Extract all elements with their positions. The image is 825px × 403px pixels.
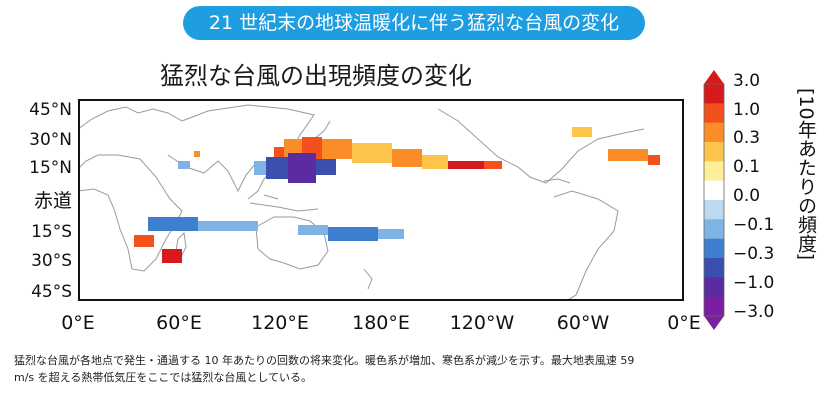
colorbar-segments (704, 70, 724, 330)
map-background (78, 99, 684, 301)
cell-philippine-sea (288, 153, 316, 183)
colorbar (703, 70, 725, 330)
caribbean-coast (543, 178, 571, 184)
colorbar-segment (704, 296, 724, 317)
colorbar-segment (704, 258, 724, 278)
cell-australia-north (298, 225, 328, 235)
cell-ne-pacific (448, 161, 484, 169)
cell-nw-pacific-2 (322, 139, 352, 159)
europe-coast (78, 106, 183, 130)
lat-label-45n: 45°N (29, 100, 72, 120)
colorbar-tick-neg0.1: −0.1 (733, 215, 775, 235)
colorbar-segment (704, 238, 724, 259)
lat-label-equator: 赤道 (33, 190, 72, 212)
lon-label-60e: 60°E (156, 312, 202, 334)
lon-label-120w: 120°W (449, 312, 515, 334)
cell-south-indian-ocean-1 (148, 217, 198, 231)
world-map (78, 99, 684, 301)
colorbar-tick-0.1: 0.1 (733, 157, 761, 177)
caption-line-2: m/s を超える熱帯低気圧をここでは猛烈な台風としている。 (14, 371, 312, 384)
cell-south-indian-ocean-2 (198, 221, 258, 231)
colorbar-segment (704, 200, 724, 220)
colorbar-segment (704, 142, 724, 162)
lat-label-15s: 15°S (31, 222, 72, 242)
figure-caption: 猛烈な台風が各地点で発生・通過する 10 年あたりの回数の将来変化。暖色系が増加… (14, 352, 814, 386)
cell-madagascar-east (162, 249, 182, 263)
africa-coast (78, 154, 183, 272)
lon-label-60w: 60°W (556, 312, 610, 334)
colorbar-tick-neg3.0: −3.0 (733, 302, 775, 322)
headline-text: 21 世紀末の地球温暖化に伴う猛烈な台風の変化 (208, 12, 620, 34)
colorbar-segment (704, 277, 724, 298)
colorbar-segment (704, 84, 724, 104)
indonesia-coast (249, 194, 319, 212)
colorbar-tick-1.0: 1.0 (733, 100, 761, 120)
lon-label-0e: 0°E (61, 312, 95, 334)
map-border (78, 99, 684, 301)
cell-mozambique-channel (134, 235, 154, 247)
colorbar-tick-0.3: 0.3 (733, 128, 761, 148)
colorbar-segment (704, 161, 724, 182)
lon-label-0e-right: 0°E (667, 312, 701, 334)
colorbar-segment (704, 122, 724, 143)
lon-label-180e: 180°E (352, 312, 410, 334)
cell-bay-of-bengal (254, 161, 266, 175)
japan-coast (313, 120, 331, 140)
cell-central-north-pacific-3 (422, 155, 448, 169)
colorbar-segment (704, 219, 724, 240)
lon-label-120e: 120°E (251, 312, 309, 334)
cell-arabian-sea (178, 161, 190, 169)
headline-banner: 21 世紀末の地球温暖化に伴う猛烈な台風の変化 (183, 6, 645, 40)
cell-philippine-sea-east (316, 159, 336, 175)
colorbar-outline (703, 83, 725, 317)
cell-ne-pacific-east (484, 161, 502, 169)
lat-label-30s: 30°S (31, 251, 72, 271)
cell-central-north-pacific-2 (392, 149, 422, 167)
map-title: 猛烈な台風の出現頻度の変化 (160, 62, 472, 90)
lat-label-15n: 15°N (29, 158, 72, 178)
cell-north-indian-ocean (194, 151, 200, 157)
cell-atlantic-west (608, 149, 648, 161)
colorbar-arrow-bottom (704, 316, 724, 330)
caption-line-1: 猛烈な台風が各地点で発生・通過する 10 年あたりの回数の将来変化。暖色系が増加… (14, 354, 635, 367)
cell-coral-sea (328, 227, 378, 241)
colorbar-tick-0.0: 0.0 (733, 186, 761, 206)
lat-label-45s: 45°S (31, 282, 72, 302)
colorbar-tick-neg1.0: −1.0 (733, 273, 775, 293)
colorbar-title: [10年あたりの頻度] (795, 88, 817, 261)
colorbar-segment (704, 180, 724, 201)
australia-coast (255, 216, 329, 270)
cell-atlantic-east (648, 155, 660, 165)
south-america-coast (553, 190, 619, 301)
colorbar-tick-3.0: 3.0 (733, 71, 761, 91)
colorbar-tick-neg0.3: −0.3 (733, 244, 775, 264)
cell-central-north-pacific-1 (352, 143, 392, 163)
cell-south-china-sea (266, 157, 290, 179)
colorbar-segment (704, 103, 724, 124)
lat-label-30n: 30°N (29, 130, 72, 150)
north-america-coast (437, 108, 645, 184)
frequency-cells (134, 127, 660, 263)
cell-north-atlantic (572, 127, 592, 137)
colorbar-arrow-top (704, 70, 724, 84)
cell-south-pacific (378, 229, 404, 239)
new-zealand-coast (363, 268, 373, 290)
